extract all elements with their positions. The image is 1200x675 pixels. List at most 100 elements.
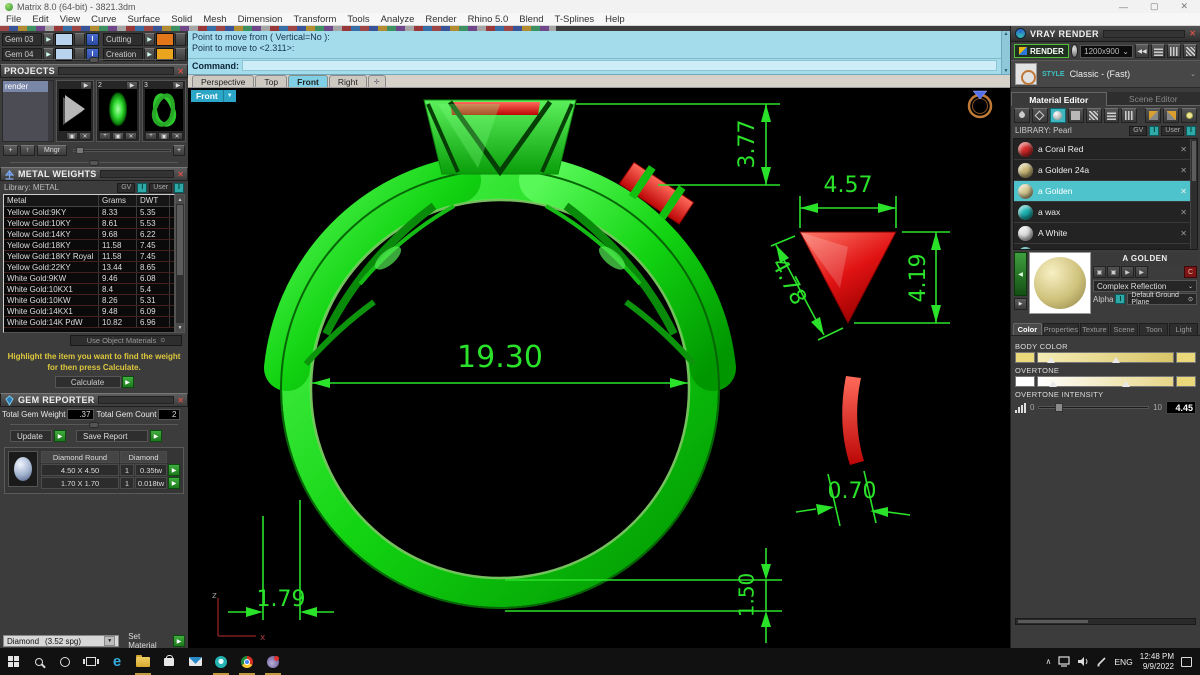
mail-icon[interactable] (182, 648, 208, 675)
table-row[interactable]: Yellow Gold:10KY 8.61 5.53 (4, 218, 174, 229)
render-region-button[interactable] (1151, 44, 1165, 58)
use-object-materials-dropdown[interactable]: Use Object Materials ⊙ (70, 335, 182, 346)
gem-profile-bar[interactable] (842, 376, 864, 465)
body-color-swatch-right[interactable] (1176, 352, 1196, 363)
gv-toggle[interactable]: I (1149, 125, 1160, 136)
menu-edit[interactable]: Edit (32, 13, 49, 25)
gv-button[interactable]: GV (117, 182, 136, 193)
table-row[interactable]: White Gold:14K PdW 10.82 6.96 (4, 317, 174, 328)
plain-material-icon[interactable] (1067, 107, 1084, 123)
resolution-dropdown[interactable]: 1200x900 ⌄ (1080, 44, 1133, 58)
lock-icon[interactable] (74, 48, 85, 61)
tab-perspective[interactable]: Perspective (192, 75, 255, 87)
close-button[interactable]: ✕ (1180, 1, 1188, 11)
save-icon[interactable]: ▣ (66, 132, 78, 140)
pen-icon[interactable] (1096, 656, 1107, 667)
save-as-material-icon[interactable]: ▣ (1107, 266, 1120, 278)
save-report-button[interactable]: Save Report (76, 430, 148, 442)
matrix-app-icon[interactable] (260, 648, 286, 675)
table-row[interactable]: Yellow Gold:14KY 9.68 6.22 (4, 229, 174, 240)
save-material-icon[interactable]: ▣ (1093, 266, 1106, 278)
dimension-g em-side[interactable]: 4.78 (766, 235, 844, 341)
project-list-scrollbar[interactable] (48, 81, 53, 141)
tab-top[interactable]: Top (255, 75, 288, 87)
dimension-annotations[interactable]: 3.77 4.57 (228, 103, 950, 643)
command-input[interactable] (242, 60, 997, 71)
tab-front[interactable]: Front (288, 75, 328, 87)
close-icon[interactable]: ✕ (1180, 144, 1187, 154)
render-settings-button[interactable] (1167, 44, 1181, 58)
project-item-render[interactable]: render (3, 81, 53, 92)
gem-material-icon[interactable] (1031, 107, 1048, 123)
speaker-icon[interactable] (1077, 656, 1089, 667)
close-icon[interactable]: ✕ (1180, 165, 1187, 175)
metal-table-scrollbar[interactable]: ▲ ▼ (175, 194, 185, 333)
scroll-up-icon[interactable]: ▲ (176, 195, 184, 204)
plus-icon[interactable]: + (145, 132, 157, 140)
up-button[interactable]: ↑ (20, 145, 35, 156)
menu-rhino[interactable]: Rhino 5.0 (467, 13, 509, 25)
menu-curve[interactable]: Curve (91, 13, 117, 25)
gem-03-swatch[interactable] (55, 33, 73, 46)
alpha-toggle[interactable]: I (1115, 294, 1126, 304)
table-row[interactable]: White Gold:10KW 8.26 5.31 (4, 295, 174, 306)
minimize-button[interactable]: — (1118, 1, 1128, 12)
info-button[interactable]: I (86, 33, 99, 46)
user-toggle[interactable]: I (1186, 125, 1196, 136)
plus-icon[interactable]: + (99, 132, 111, 140)
column-dwt[interactable]: DWT (137, 195, 170, 206)
light-icon[interactable] (1181, 107, 1198, 123)
viewstate-thumb-2[interactable]: 2 ▶ + ▣ ✕ (96, 80, 140, 142)
task-view-icon[interactable] (78, 648, 104, 675)
menu-dimension[interactable]: Dimension (237, 13, 283, 25)
add-project-button[interactable]: + (3, 145, 18, 156)
calculate-play-icon[interactable]: ▶ (121, 376, 134, 388)
preview-expand-button[interactable]: ▶ (1014, 298, 1027, 310)
triangle-gem[interactable] (799, 231, 897, 325)
body-color-swatch-left[interactable] (1015, 352, 1035, 363)
close-icon[interactable]: ✕ (1189, 29, 1196, 38)
close-icon[interactable]: ✕ (1180, 207, 1187, 217)
thumb-size-slider[interactable] (73, 147, 171, 154)
dimension-head-height[interactable]: 3.77 (576, 103, 780, 186)
save-icon[interactable]: ▣ (112, 132, 124, 140)
material-item[interactable]: a Golden 24a ✕ (1014, 160, 1197, 181)
tab-scene[interactable]: Scene (1109, 323, 1139, 335)
dimension-gem-height[interactable]: 4.19 (854, 231, 950, 324)
table-row[interactable]: White Gold:14KX1 9.48 6.09 (4, 306, 174, 317)
menu-mesh[interactable]: Mesh (203, 13, 227, 25)
close-icon[interactable]: ✕ (79, 132, 91, 140)
render-log-button[interactable] (1183, 44, 1197, 58)
notification-center-icon[interactable] (1181, 656, 1192, 667)
cutting-button[interactable]: Cutting (103, 33, 143, 46)
store-icon[interactable] (156, 648, 182, 675)
language-indicator[interactable]: ENG (1114, 656, 1133, 667)
interactive-render-button[interactable] (1070, 44, 1079, 58)
play-icon[interactable]: ▶ (43, 33, 54, 46)
menu-surface[interactable]: Surface (127, 13, 161, 25)
gem-03-button[interactable]: Gem 03 (2, 33, 42, 46)
menu-file[interactable]: File (6, 13, 22, 25)
material-item-selected[interactable]: a Golden ✕ (1014, 181, 1197, 202)
preview-collapse-button[interactable]: ◀ (1014, 252, 1027, 296)
menu-help[interactable]: Help (605, 13, 625, 25)
overtone-slider[interactable] (1015, 376, 1196, 387)
material-preview-sphere[interactable] (1029, 252, 1091, 314)
material-list-scrollbar[interactable] (1190, 139, 1197, 249)
viewstate-thumb-1[interactable]: ▶ ▣ ✕ (56, 80, 94, 142)
gv-button[interactable]: GV (1129, 125, 1148, 136)
overtone-swatch-right[interactable] (1176, 376, 1196, 387)
gem-row[interactable]: 4.50 X 4.50 1 0.35tw ▶ (41, 464, 180, 476)
play-icon[interactable]: ▶ (43, 48, 54, 61)
new-viewport-tab[interactable]: ✛ (367, 75, 386, 87)
close-icon[interactable]: ✕ (177, 66, 184, 76)
material-item[interactable]: A White ✕ (1014, 223, 1197, 244)
panel-scrollbar[interactable] (1015, 618, 1196, 625)
table-row[interactable]: White Gold:10KX1 8.4 5.4 (4, 284, 174, 295)
user-button[interactable]: User (149, 182, 173, 193)
overtone-swatch-left[interactable] (1015, 376, 1035, 387)
menu-blend[interactable]: Blend (519, 13, 544, 25)
gv-toggle[interactable]: I (137, 182, 148, 193)
weave-material-icon[interactable] (1121, 107, 1138, 123)
chrome-icon[interactable] (234, 648, 260, 675)
